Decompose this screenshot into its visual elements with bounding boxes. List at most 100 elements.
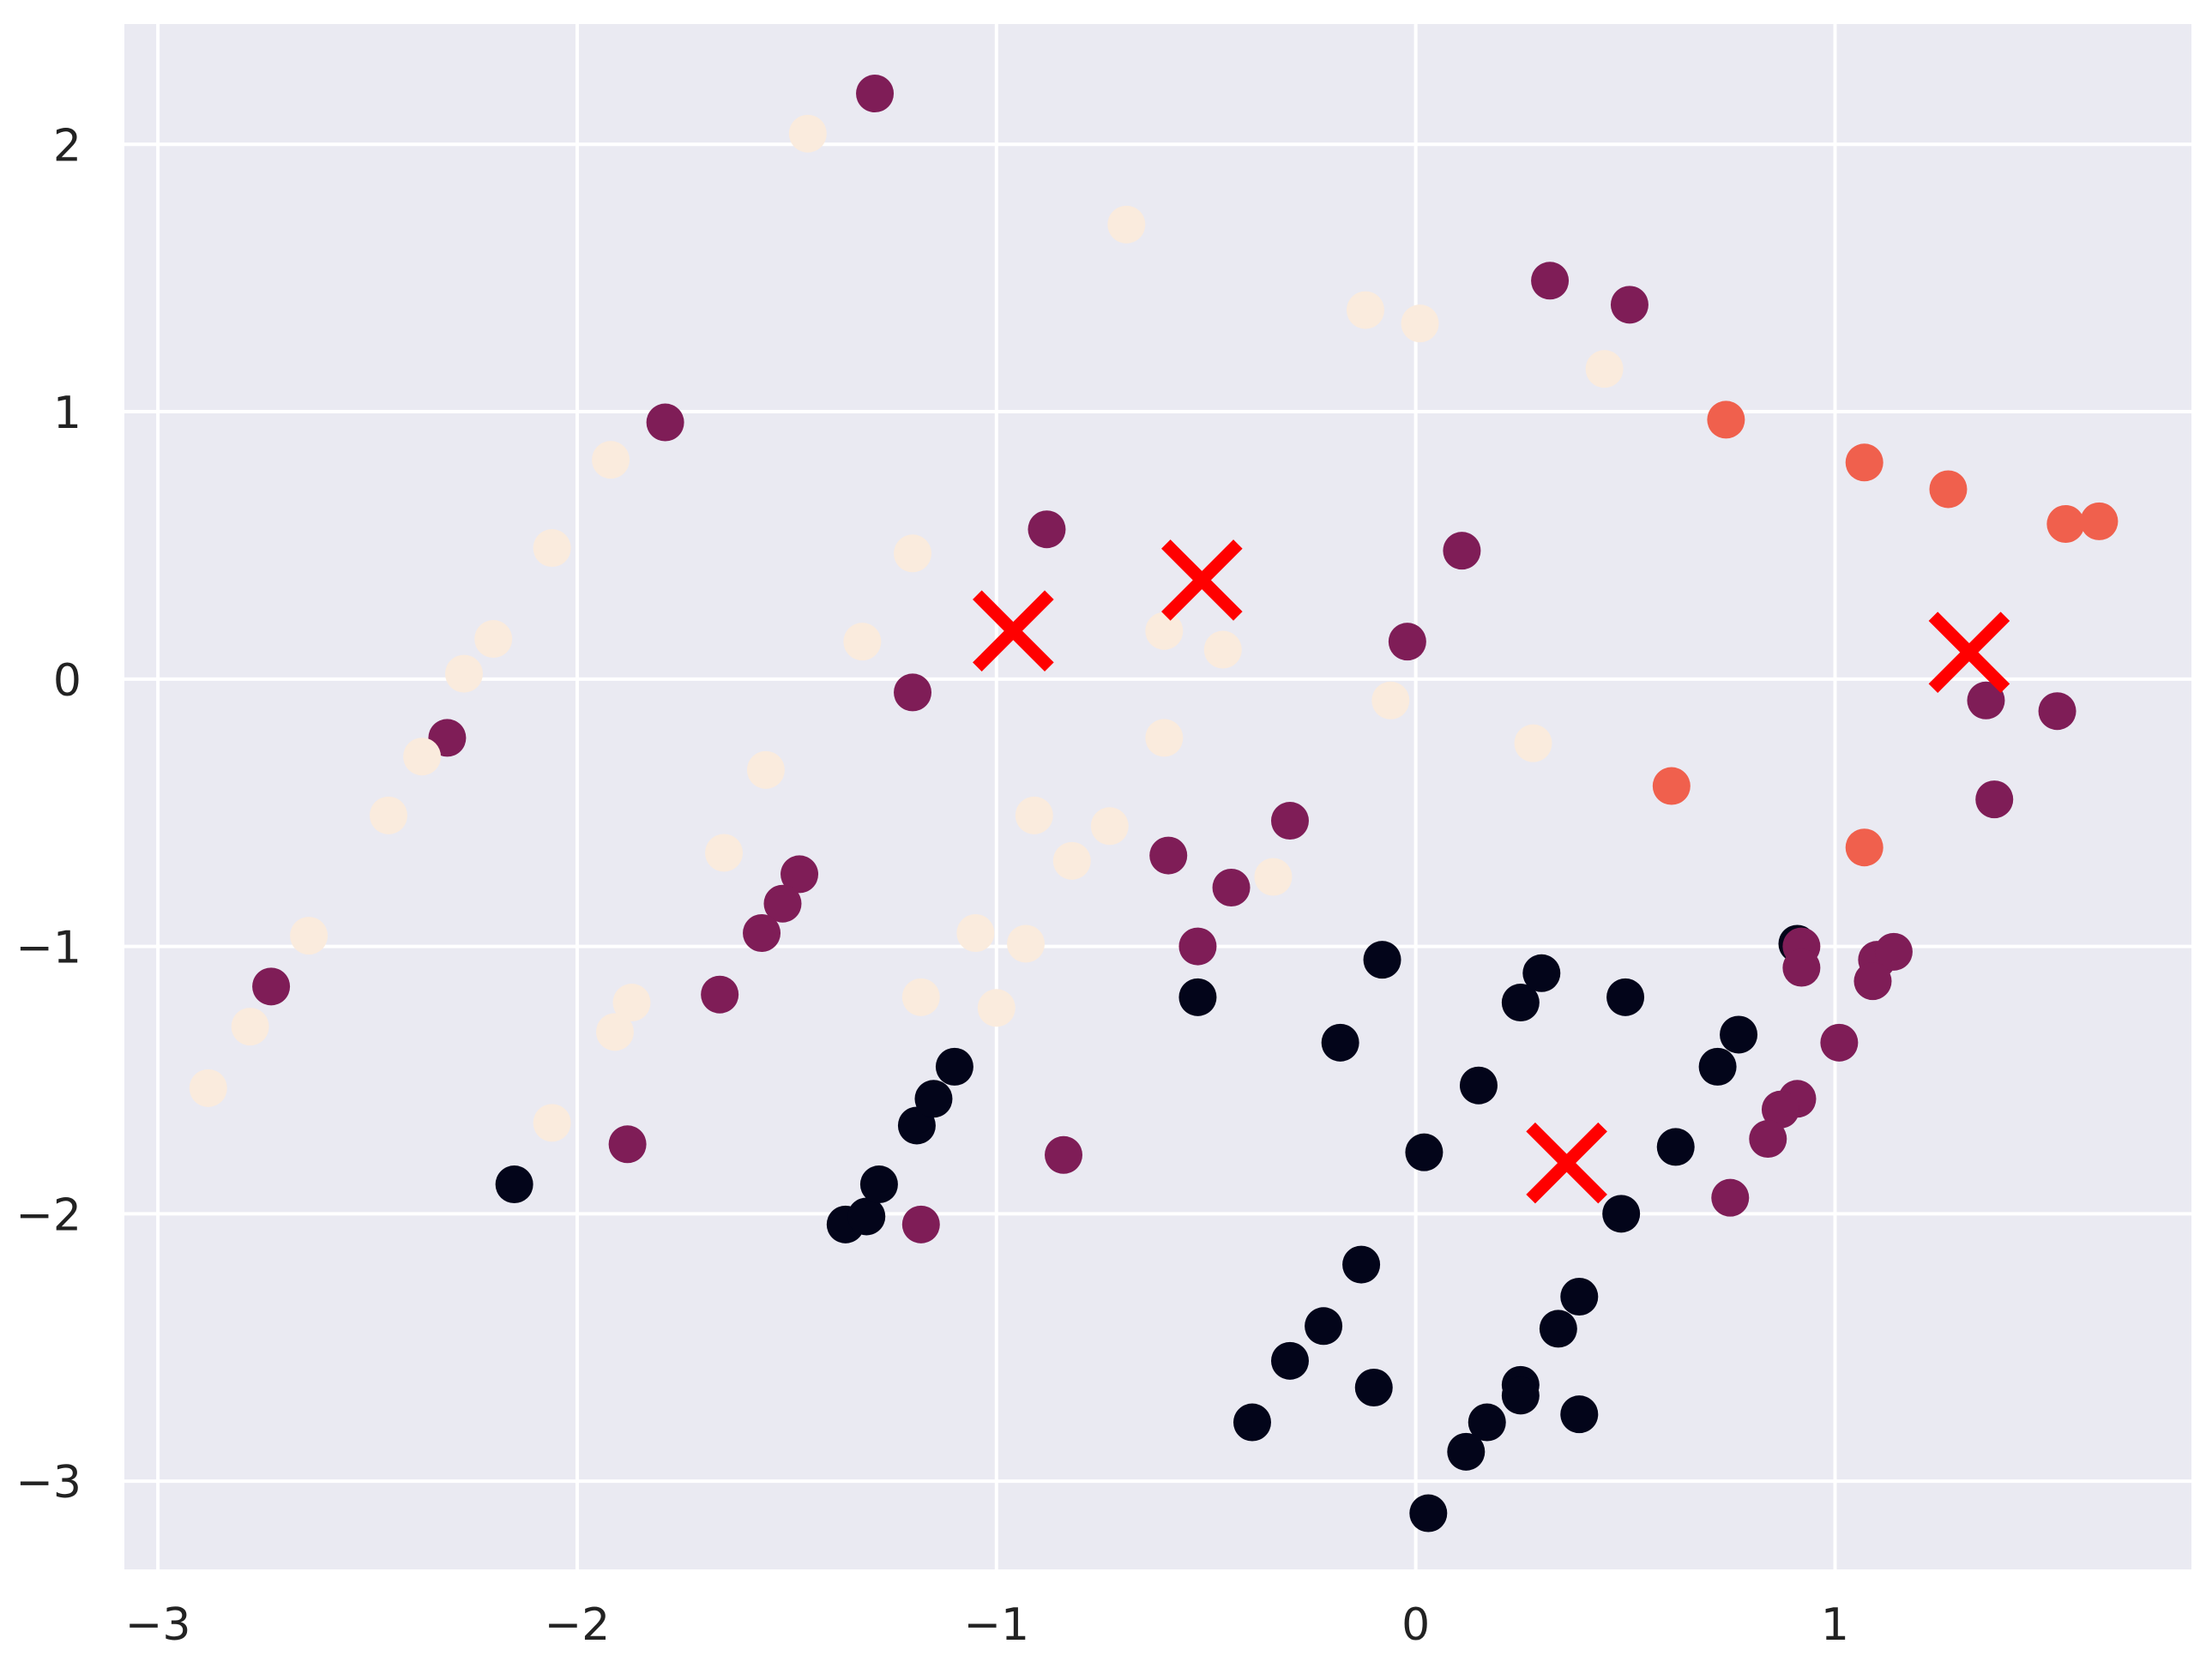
data-point-cluster-3 [843, 623, 882, 661]
data-point-cluster-3 [290, 917, 328, 955]
data-point-cluster-0 [914, 1080, 953, 1118]
data-point-cluster-3 [1107, 205, 1146, 244]
data-point-cluster-1 [1045, 1135, 1083, 1174]
data-point-cluster-0 [1501, 984, 1540, 1022]
y-tick-label: 0 [53, 655, 81, 707]
y-axis-tick-labels: 2 1 0 −1 −2 −3 [15, 120, 81, 1508]
data-point-cluster-3 [705, 834, 744, 872]
data-point-cluster-1 [1761, 1090, 1799, 1129]
data-point-cluster-3 [1090, 807, 1129, 846]
data-point-cluster-1 [1853, 962, 1892, 1001]
data-point-cluster-0 [859, 1165, 898, 1204]
data-point-cluster-0 [1606, 978, 1645, 1016]
data-point-cluster-0 [1539, 1310, 1577, 1348]
centroid-x-marker [1928, 611, 2010, 693]
centroid-markers [973, 539, 2010, 1204]
data-point-cluster-1 [646, 403, 684, 442]
data-point-cluster-3 [1254, 858, 1293, 896]
data-point-cluster-3 [746, 750, 785, 789]
data-point-cluster-3 [1007, 924, 1046, 963]
data-point-cluster-0 [1321, 1023, 1359, 1062]
data-point-cluster-3 [901, 978, 940, 1016]
centroid-stroke [1526, 1122, 1607, 1204]
data-point-cluster-1 [894, 673, 932, 712]
centroid-x-marker [973, 590, 1054, 672]
data-point-cluster-3 [231, 1008, 269, 1046]
data-point-cluster-0 [1602, 1195, 1641, 1233]
data-point-cluster-3 [1514, 724, 1552, 762]
data-point-cluster-0 [1233, 1403, 1271, 1442]
data-point-cluster-3 [474, 620, 513, 659]
data-point-cluster-3 [1371, 681, 1410, 720]
data-point-cluster-2 [1652, 767, 1691, 805]
data-point-cluster-3 [444, 654, 483, 693]
data-point-cluster-0 [1468, 1403, 1506, 1442]
data-point-cluster-0 [1698, 1047, 1737, 1086]
y-tick-label: −1 [15, 923, 81, 974]
centroid-stroke [1161, 539, 1243, 621]
data-point-cluster-1 [1874, 932, 1913, 971]
x-tick-label: −1 [963, 1599, 1029, 1651]
data-point-cluster-0 [1560, 1278, 1599, 1316]
data-point-cluster-0 [1522, 954, 1561, 992]
data-point-cluster-3 [1401, 304, 1439, 343]
data-point-cluster-1 [1212, 869, 1251, 906]
data-point-cluster-3 [1585, 350, 1624, 388]
x-tick-label: −2 [545, 1599, 611, 1651]
data-point-cluster-3 [595, 1013, 634, 1051]
data-point-cluster-3 [369, 796, 407, 834]
data-point-cluster-2 [1707, 400, 1745, 439]
centroid-x-marker [1526, 1122, 1607, 1204]
data-point-cluster-3 [1015, 796, 1053, 834]
data-point-cluster-1 [1967, 681, 2005, 720]
data-point-cluster-3 [894, 534, 932, 573]
data-point-cluster-0 [935, 1047, 973, 1086]
data-point-cluster-0 [847, 1197, 886, 1236]
y-tick-label: 2 [53, 120, 81, 172]
data-point-cluster-1 [901, 1205, 940, 1243]
data-point-cluster-1 [763, 884, 802, 923]
grid-lines [124, 24, 2191, 1569]
centroid-x-marker [1161, 539, 1243, 621]
data-point-cluster-1 [252, 967, 291, 1006]
data-point-cluster-0 [1560, 1395, 1599, 1434]
data-point-cluster-0 [1178, 978, 1217, 1016]
data-point-cluster-2 [1845, 828, 1884, 867]
data-point-cluster-0 [1354, 1369, 1393, 1406]
data-point-cluster-3 [956, 914, 995, 952]
data-point-cluster-3 [788, 114, 827, 153]
data-point-cluster-0 [1501, 1376, 1540, 1415]
data-point-cluster-1 [1028, 510, 1066, 549]
data-point-cluster-3 [1346, 291, 1384, 329]
data-point-cluster-0 [1447, 1432, 1486, 1471]
data-point-cluster-2 [2046, 505, 2085, 543]
data-point-cluster-1 [1782, 948, 1821, 987]
data-point-cluster-1 [608, 1125, 647, 1164]
data-point-cluster-0 [1720, 1015, 1758, 1054]
data-point-cluster-2 [2080, 502, 2119, 540]
data-point-cluster-0 [1459, 1066, 1498, 1105]
x-tick-label: −3 [125, 1599, 191, 1651]
data-point-cluster-3 [612, 984, 651, 1022]
data-point-cluster-1 [856, 75, 895, 113]
data-point-cluster-1 [781, 855, 819, 894]
x-tick-label: 1 [1821, 1599, 1849, 1651]
data-point-cluster-1 [1749, 1120, 1787, 1159]
data-point-cluster-3 [189, 1069, 227, 1107]
y-tick-label: 1 [53, 388, 81, 439]
centroid-stroke [973, 590, 1054, 672]
x-axis-tick-labels: −3 −2 −1 0 1 [125, 1599, 1849, 1651]
data-point-cluster-1 [1531, 262, 1570, 300]
data-point-cluster-1 [1443, 532, 1481, 570]
data-point-cluster-0 [1270, 1341, 1309, 1380]
data-point-cluster-1 [2038, 692, 2076, 731]
centroid-stroke [1928, 611, 2010, 693]
data-point-cluster-0 [1656, 1128, 1695, 1166]
data-point-cluster-1 [743, 914, 781, 952]
data-point-cluster-3 [1145, 611, 1184, 650]
data-point-cluster-1 [1270, 802, 1309, 840]
data-point-cluster-3 [592, 441, 630, 479]
data-point-cluster-1 [1820, 1023, 1859, 1062]
data-point-cluster-0 [1363, 941, 1401, 979]
